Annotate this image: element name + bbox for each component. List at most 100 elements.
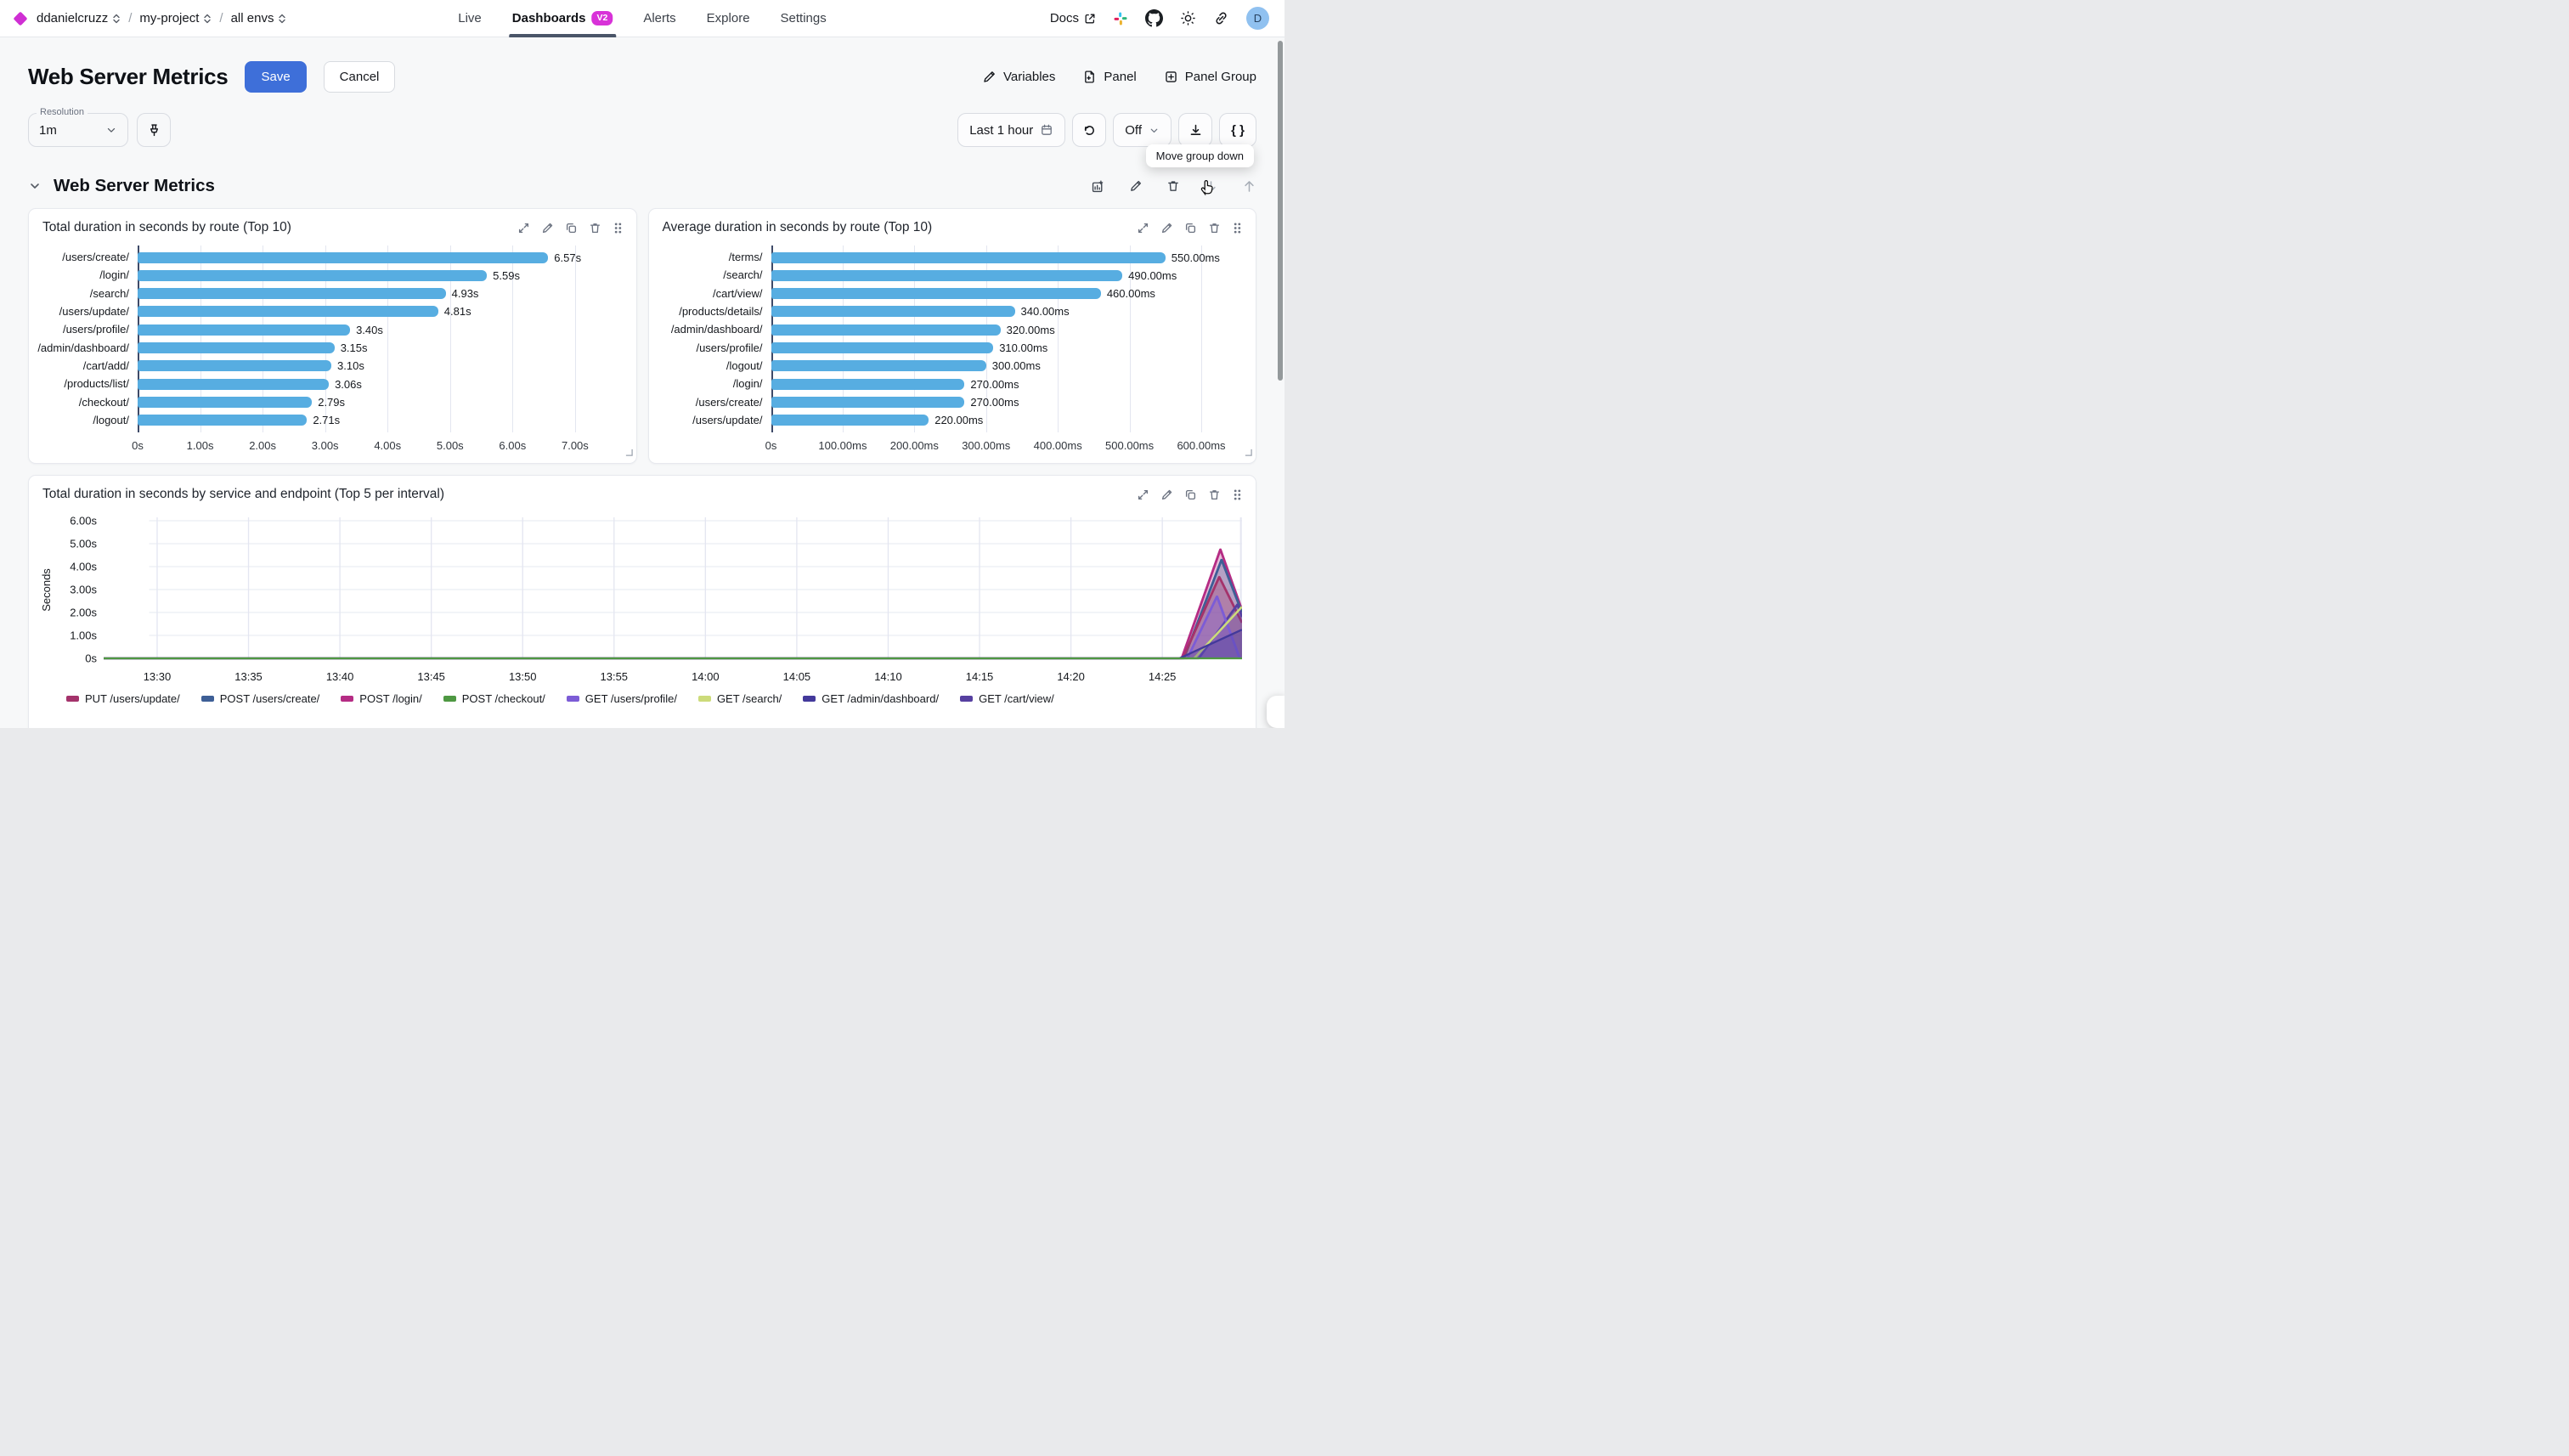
drag-handle-icon[interactable] xyxy=(1232,488,1243,501)
bar[interactable] xyxy=(138,360,332,372)
bar[interactable] xyxy=(138,415,308,426)
docs-link[interactable]: Docs xyxy=(1050,11,1096,25)
floating-corner-widget[interactable] xyxy=(1267,696,1284,728)
add-chart-to-group-icon[interactable] xyxy=(1091,179,1105,194)
bar-row: 220.00ms xyxy=(771,414,1234,427)
bar[interactable] xyxy=(138,288,446,300)
add-panel-group-button[interactable]: Panel Group xyxy=(1164,70,1256,84)
duplicate-icon[interactable] xyxy=(1184,488,1197,501)
y-tick-label: 4.00s xyxy=(70,560,97,573)
panel-resize-handle[interactable] xyxy=(1245,445,1252,460)
group-collapse-chevron[interactable] xyxy=(28,179,42,193)
bar-value-label: 320.00ms xyxy=(1006,323,1055,336)
expand-icon[interactable] xyxy=(1137,222,1149,234)
user-avatar[interactable]: D xyxy=(1246,7,1269,30)
legend-item[interactable]: GET /cart/view/ xyxy=(960,692,1054,705)
breadcrumb-env[interactable]: all envs xyxy=(231,11,287,25)
slack-icon[interactable] xyxy=(1113,11,1128,26)
edit-icon[interactable] xyxy=(1160,488,1173,501)
drag-handle-icon[interactable] xyxy=(613,222,624,234)
tab-settings[interactable]: Settings xyxy=(780,11,827,25)
bar[interactable] xyxy=(771,306,1015,318)
bar[interactable] xyxy=(138,342,335,354)
bar[interactable] xyxy=(138,397,313,409)
edit-icon[interactable] xyxy=(541,222,554,234)
gridline xyxy=(387,245,389,432)
x-tick-label: 2.00s xyxy=(249,439,277,452)
page-scrollbar[interactable] xyxy=(1278,41,1283,381)
x-tick-label: 6.00s xyxy=(499,439,527,452)
bar[interactable] xyxy=(771,269,1123,281)
panel-resize-handle[interactable] xyxy=(625,445,633,460)
bar[interactable] xyxy=(138,324,351,336)
drag-handle-icon[interactable] xyxy=(1232,222,1243,234)
add-panel-button[interactable]: Panel xyxy=(1082,70,1137,84)
tab-dashboards[interactable]: Dashboards V2 xyxy=(508,0,617,37)
resolution-select[interactable]: Resolution 1m xyxy=(28,107,128,147)
edit-icon[interactable] xyxy=(1160,222,1173,234)
variables-button[interactable]: Variables xyxy=(982,70,1055,84)
legend-item[interactable]: GET /admin/dashboard/ xyxy=(803,692,939,705)
save-button[interactable]: Save xyxy=(245,61,307,93)
brand-logo-icon[interactable] xyxy=(13,11,28,25)
json-edit-button[interactable]: { } xyxy=(1219,113,1256,147)
breadcrumb-project[interactable]: my-project xyxy=(139,11,212,25)
delete-group-icon[interactable] xyxy=(1166,179,1180,193)
bar[interactable] xyxy=(771,324,1001,336)
timeseries-plot[interactable] xyxy=(104,514,1242,665)
bar[interactable] xyxy=(771,397,965,409)
legend-label: GET /search/ xyxy=(716,692,782,705)
bar[interactable] xyxy=(138,269,488,281)
delete-icon[interactable] xyxy=(1208,488,1221,501)
legend-item[interactable]: PUT /users/update/ xyxy=(66,692,180,705)
auto-refresh-select[interactable]: Off xyxy=(1113,113,1172,147)
bar[interactable] xyxy=(138,251,549,263)
expand-icon[interactable] xyxy=(1137,488,1149,501)
bar[interactable] xyxy=(771,378,965,390)
bar-row: 4.81s xyxy=(138,305,614,319)
delete-icon[interactable] xyxy=(1208,222,1221,234)
cancel-button[interactable]: Cancel xyxy=(323,61,396,93)
move-group-down-icon[interactable] xyxy=(1204,179,1218,194)
legend-item[interactable]: GET /search/ xyxy=(697,692,782,705)
move-group-up-icon[interactable] xyxy=(1242,179,1256,194)
x-tick-label: 0s xyxy=(765,439,777,452)
edit-group-icon[interactable] xyxy=(1129,179,1143,193)
legend-item[interactable]: POST /checkout/ xyxy=(443,692,545,705)
legend-item[interactable]: POST /users/create/ xyxy=(200,692,319,705)
legend-item[interactable]: POST /login/ xyxy=(341,692,422,705)
x-tick-label: 5.00s xyxy=(436,439,464,452)
share-link-icon[interactable] xyxy=(1213,10,1229,26)
axis-zero-line xyxy=(771,245,773,432)
legend-item[interactable]: GET /users/profile/ xyxy=(566,692,677,705)
breadcrumb-org[interactable]: ddanielcruzz xyxy=(37,11,121,25)
bar[interactable] xyxy=(138,306,438,318)
expand-icon[interactable] xyxy=(517,222,530,234)
bar[interactable] xyxy=(771,342,994,354)
x-tick-label: 13:50 xyxy=(508,670,537,683)
delete-icon[interactable] xyxy=(589,222,601,234)
bar[interactable] xyxy=(771,415,929,426)
refresh-button[interactable] xyxy=(1072,113,1107,147)
duplicate-icon[interactable] xyxy=(565,222,578,234)
duplicate-icon[interactable] xyxy=(1184,222,1197,234)
bar[interactable] xyxy=(771,360,986,372)
chevron-updown-icon xyxy=(113,14,120,23)
breadcrumb-separator: / xyxy=(219,11,223,25)
tab-live[interactable]: Live xyxy=(458,11,482,25)
x-tick-label: 13:55 xyxy=(600,670,629,683)
chevron-down-icon xyxy=(1150,128,1158,133)
bar[interactable] xyxy=(771,288,1101,300)
theme-toggle-sun-icon[interactable] xyxy=(1180,10,1196,26)
download-button[interactable] xyxy=(1178,113,1212,147)
time-range-button[interactable]: Last 1 hour xyxy=(957,113,1066,147)
tab-explore[interactable]: Explore xyxy=(706,11,750,25)
y-tick-label: 5.00s xyxy=(70,537,97,550)
bar[interactable] xyxy=(138,378,330,390)
pin-resolution-button[interactable] xyxy=(137,113,171,147)
bar[interactable] xyxy=(771,251,1166,263)
legend-swatch xyxy=(803,696,816,702)
github-icon[interactable] xyxy=(1145,9,1163,27)
x-tick-label: 13:35 xyxy=(234,670,263,683)
tab-alerts[interactable]: Alerts xyxy=(643,11,676,25)
